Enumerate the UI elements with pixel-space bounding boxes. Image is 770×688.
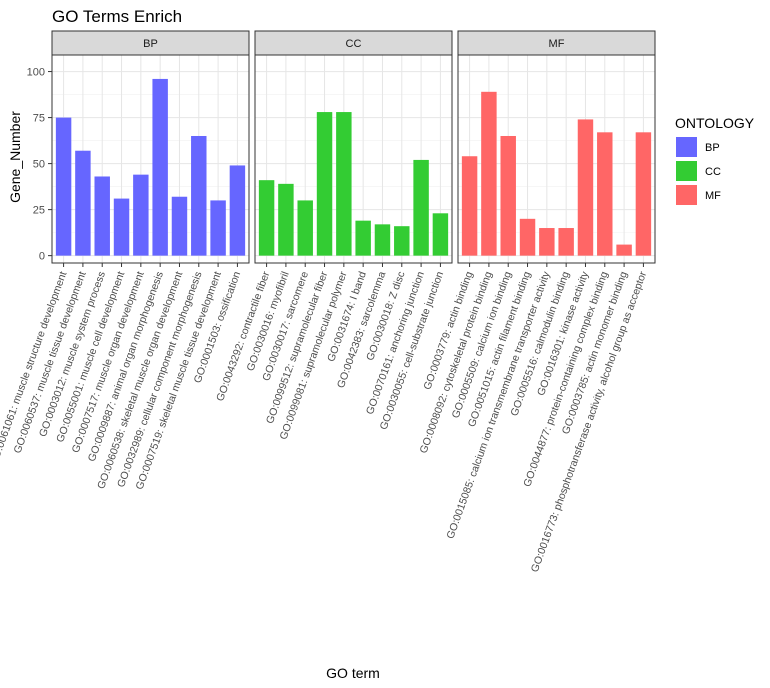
facet-strip-label: MF	[549, 38, 565, 50]
bar-cc	[394, 226, 410, 256]
legend-items: BP CC MF	[676, 137, 721, 205]
legend: ONTOLOGY BP CC MF	[675, 115, 755, 205]
bar-bp	[191, 135, 207, 256]
bar-cc	[413, 159, 429, 256]
bar-bp	[75, 150, 91, 256]
bar-mf	[519, 218, 536, 256]
bar-cc	[374, 224, 391, 256]
bar-cc	[278, 183, 294, 256]
y-tick-label: 0	[39, 251, 45, 263]
bar-bp	[133, 174, 149, 256]
y-tick-label: 75	[33, 113, 45, 125]
y-tick-label: 50	[33, 159, 45, 171]
facet-strip-label: BP	[143, 38, 158, 50]
bar-mf	[635, 132, 652, 256]
legend-label: MF	[705, 190, 721, 202]
legend-label: BP	[705, 142, 720, 154]
bar-mf	[539, 228, 555, 256]
bar-cc	[316, 112, 333, 256]
bar-mf	[616, 244, 632, 256]
bar-mf	[558, 228, 574, 256]
bar-mf	[577, 119, 594, 256]
panel-border	[254, 54, 453, 264]
legend-key-mf	[676, 185, 697, 205]
legend-key-cc	[676, 161, 697, 181]
bar-bp	[152, 78, 168, 256]
legend-title: ONTOLOGY	[675, 115, 755, 131]
facet-strip	[457, 30, 656, 56]
bar-cc	[297, 200, 313, 256]
y-tick-label: 25	[33, 205, 45, 217]
bar-bp	[113, 198, 130, 256]
y-axis-title: Gene_Number	[7, 111, 23, 203]
bar-mf	[500, 135, 516, 256]
facet-strip-label: CC	[346, 38, 362, 50]
bar-cc	[432, 213, 449, 256]
y-tick-label: 100	[27, 67, 45, 79]
bar-mf	[597, 132, 613, 256]
bar-mf	[461, 156, 478, 256]
bar-bp	[210, 200, 226, 256]
chart-title: GO Terms Enrich	[52, 7, 182, 26]
legend-key-bp	[676, 137, 697, 157]
bar-bp	[94, 176, 110, 256]
bar-mf	[481, 91, 497, 256]
panel-border	[51, 54, 250, 264]
legend-label: CC	[705, 166, 721, 178]
bar-cc	[336, 112, 352, 256]
panel-border	[457, 54, 656, 264]
bar-cc	[258, 180, 275, 256]
bar-bp	[171, 196, 188, 256]
bar-bp	[229, 165, 246, 256]
facet-strip	[51, 30, 250, 56]
bar-cc	[355, 220, 371, 256]
x-axis-title: GO term	[326, 665, 380, 681]
bar-bp	[55, 117, 72, 256]
